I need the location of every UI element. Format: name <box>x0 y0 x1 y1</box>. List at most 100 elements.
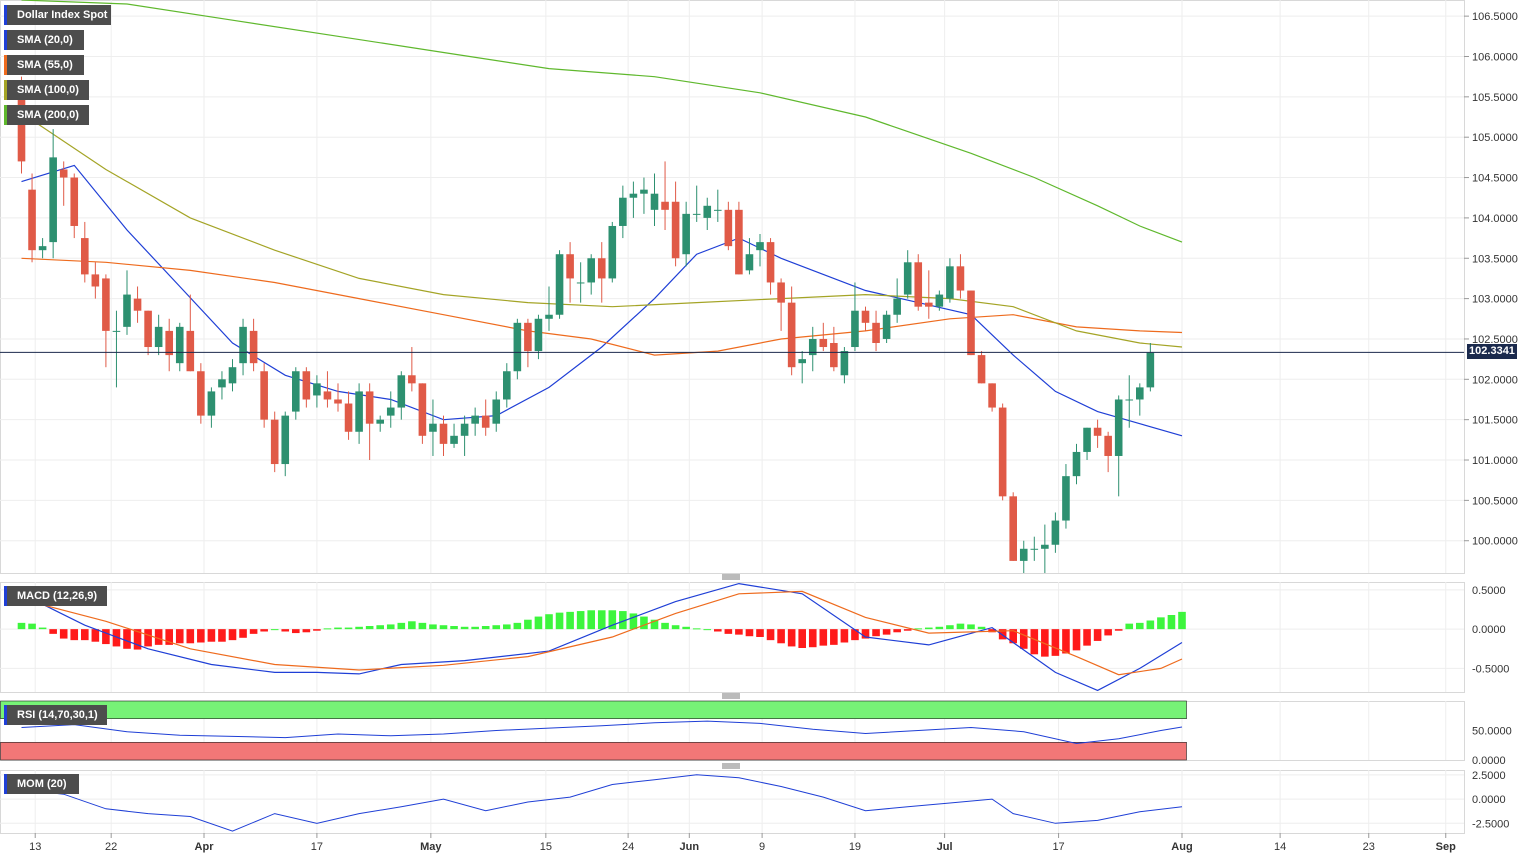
candle-body <box>534 318 543 352</box>
macd-histogram-bar <box>112 629 121 647</box>
y-tick-label: -0.5000 <box>1472 663 1509 675</box>
candle-body <box>1019 548 1028 561</box>
macd-histogram-bar <box>903 629 912 631</box>
macd-histogram-bar <box>967 624 975 630</box>
candle-body <box>629 193 638 198</box>
candle-body <box>597 258 606 279</box>
candle <box>70 173 79 239</box>
macd-histogram-bar <box>819 629 828 646</box>
y-tick-label: -2.5000 <box>1472 818 1509 830</box>
candle-body <box>998 407 1007 497</box>
macd-histogram-bar <box>38 627 47 630</box>
pane-resize-handle[interactable] <box>722 763 740 769</box>
candle <box>766 238 775 295</box>
candle <box>313 375 321 408</box>
macd-histogram-bar <box>81 629 89 641</box>
candle-body <box>1114 399 1123 456</box>
candle-body <box>914 262 923 307</box>
candle <box>798 351 806 384</box>
macd-histogram-bar <box>798 629 806 648</box>
macd-histogram-bar <box>1051 629 1060 656</box>
pane-resize-handle[interactable] <box>722 693 740 699</box>
macd-histogram-bar <box>165 629 173 645</box>
candle-body <box>408 375 416 384</box>
candle <box>735 201 743 275</box>
y-tick-label: 103.0000 <box>1472 294 1518 306</box>
candle <box>872 310 880 352</box>
candle <box>819 322 828 352</box>
candle-body <box>460 423 469 436</box>
pane-resize-handle[interactable] <box>722 574 740 580</box>
candle <box>1146 342 1155 392</box>
candle-body <box>471 415 479 424</box>
macd-histogram-bar <box>576 611 585 630</box>
candle-body <box>956 266 965 291</box>
macd-histogram-bar <box>344 627 353 630</box>
macd-histogram-bar <box>882 629 891 635</box>
y-tick-label: 101.5000 <box>1472 415 1518 427</box>
macd-histogram-bar <box>1030 629 1039 655</box>
macd-histogram-bar <box>808 629 817 648</box>
candle-body <box>450 435 458 444</box>
candle-body <box>555 254 564 315</box>
candle <box>228 359 237 392</box>
candle <box>365 383 374 461</box>
candle-body <box>249 330 258 364</box>
macd-histogram-bar <box>703 629 712 631</box>
candle-body <box>808 338 817 356</box>
candle-body <box>492 399 501 424</box>
x-tick-label: 17 <box>311 841 323 853</box>
candle-body <box>967 290 975 356</box>
candle <box>671 181 680 267</box>
candle-body <box>735 209 743 275</box>
rsi-line <box>21 720 1183 745</box>
candle <box>808 326 817 372</box>
pane-frame-3 <box>0 770 1465 834</box>
candle-body <box>1125 399 1134 401</box>
candle-body <box>207 391 216 416</box>
macd-histogram-bar <box>1136 622 1144 630</box>
macd-histogram-bar <box>524 619 532 630</box>
candle <box>355 383 363 444</box>
sma-line-20 <box>21 164 1183 437</box>
x-tick-label: 22 <box>105 841 117 853</box>
candle-body <box>851 310 859 348</box>
macd-histogram-bar <box>123 629 131 649</box>
candle-body <box>418 383 427 436</box>
candle-body <box>1051 520 1060 545</box>
rsi-oversold-band <box>0 741 1187 761</box>
macd-histogram-bar <box>555 612 564 630</box>
candle-body <box>175 326 184 364</box>
candle <box>154 314 163 356</box>
macd-histogram-bar <box>1157 617 1165 630</box>
candle <box>619 185 627 239</box>
macd-histogram-bar <box>1072 629 1081 651</box>
candle <box>249 318 258 372</box>
candle <box>376 415 384 432</box>
macd-histogram-bar <box>492 625 501 630</box>
macd-histogram-bar <box>270 629 279 631</box>
macd-histogram-bar <box>1093 629 1102 641</box>
candle <box>903 250 912 299</box>
candle <box>629 181 638 218</box>
macd-histogram-bar <box>249 629 258 634</box>
candle <box>292 367 300 420</box>
candle <box>1051 512 1060 553</box>
candle-body <box>703 205 712 218</box>
macd-histogram-bar <box>956 623 965 630</box>
macd-histogram-bar <box>260 629 268 632</box>
x-tick-label: Sep <box>1436 841 1456 853</box>
candle <box>408 347 416 392</box>
y-tick-label: 105.5000 <box>1472 92 1518 104</box>
candle-body <box>977 355 986 384</box>
candle-body <box>830 342 838 368</box>
macd-histogram-bar <box>503 624 511 630</box>
candle <box>861 306 870 331</box>
candle <box>38 238 47 259</box>
candle-body <box>165 330 173 356</box>
candle <box>882 310 891 343</box>
candle-body <box>988 383 996 408</box>
candle <box>49 129 57 259</box>
candle <box>165 318 173 372</box>
candle-body <box>1041 544 1049 549</box>
